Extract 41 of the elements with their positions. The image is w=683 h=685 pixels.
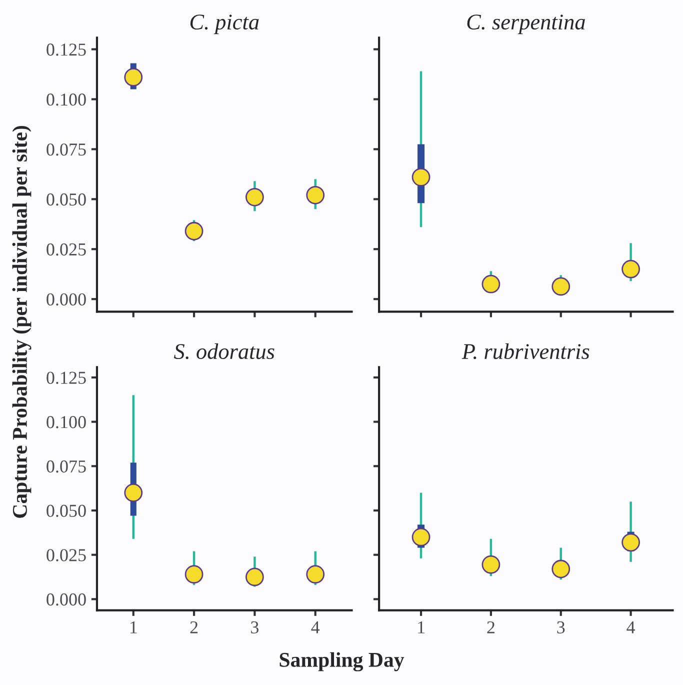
- point: [482, 555, 500, 574]
- point: [245, 568, 264, 586]
- x-tick-label: 3: [557, 621, 565, 634]
- chart-title: P. rubriventris: [462, 343, 590, 360]
- point: [124, 484, 143, 502]
- x-tick-label: 1: [130, 621, 137, 634]
- y-tick-label: 0.050: [46, 504, 86, 517]
- y-tick-label: 0.025: [46, 243, 86, 256]
- point: [412, 528, 430, 546]
- y-tick-label: 0.125: [46, 372, 86, 384]
- point: [482, 274, 500, 294]
- chart-title: C. picta: [190, 14, 259, 34]
- x-tick-label: 2: [487, 621, 494, 634]
- y-tick-label: 0.050: [46, 193, 86, 206]
- y-tick-label: 0.075: [46, 460, 86, 473]
- y-tick-label: 0.100: [46, 93, 86, 106]
- point: [306, 186, 325, 204]
- point: [552, 277, 570, 296]
- x-tick-label: 4: [311, 621, 320, 634]
- y-tick-label: 0.025: [46, 549, 86, 562]
- y-tick-label: 0.125: [46, 44, 86, 56]
- point: [184, 222, 204, 240]
- point: [306, 565, 325, 584]
- x-axis-title: Sampling Day: [280, 652, 404, 672]
- y-axis-title: Capture Probability (per individual per site): [12, 126, 32, 518]
- x-tick-label: 2: [190, 621, 198, 634]
- point: [245, 188, 264, 206]
- chart-title: S. odoratus: [174, 343, 274, 360]
- x-tick-label: 1: [418, 621, 424, 634]
- y-tick-label: 0.000: [46, 593, 86, 606]
- y-tick-label: 0.075: [46, 143, 86, 156]
- point: [124, 68, 143, 86]
- y-tick-label: 0.000: [46, 293, 86, 306]
- point: [622, 260, 640, 278]
- x-tick-label: 3: [251, 621, 259, 634]
- point: [412, 168, 430, 186]
- x-tick-label: 4: [626, 621, 636, 634]
- point: [552, 560, 570, 578]
- chart-title: C. serpentina: [467, 14, 585, 34]
- point: [184, 565, 204, 584]
- y-tick-label: 0.100: [46, 416, 86, 428]
